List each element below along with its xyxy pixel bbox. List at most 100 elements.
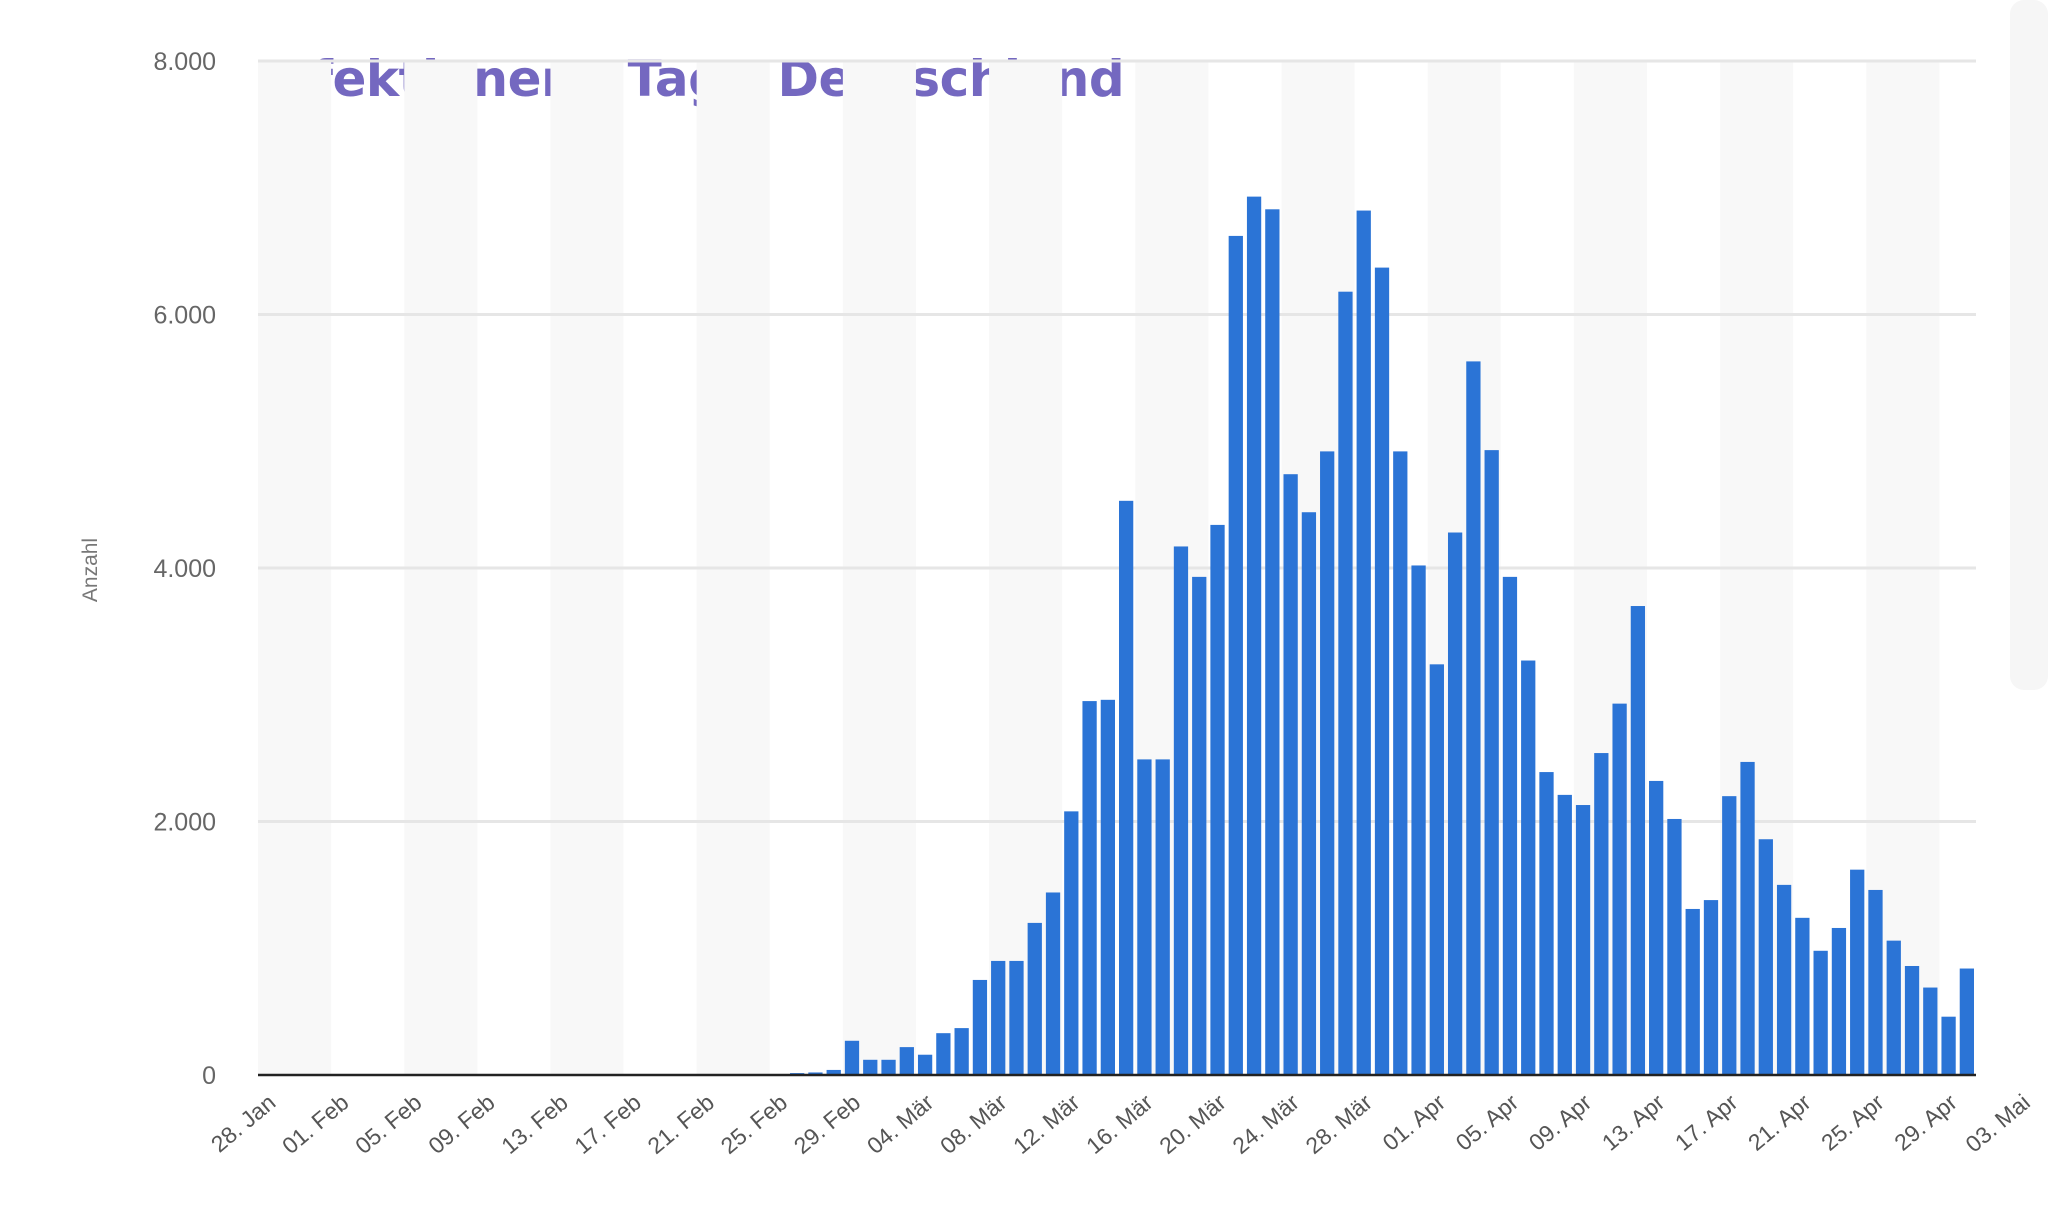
- bar: [1119, 500, 1134, 1075]
- bar: [1649, 780, 1664, 1075]
- bar: [1923, 987, 1938, 1075]
- x-tick-label: 09. Apr: [1524, 1089, 1597, 1156]
- bar: [1612, 703, 1627, 1075]
- bar: [1740, 761, 1755, 1075]
- bar: [1064, 811, 1079, 1075]
- bar: [826, 1069, 841, 1075]
- bar: [1009, 960, 1024, 1075]
- bar: [1776, 884, 1792, 1075]
- bar: [1521, 660, 1536, 1075]
- bar: [1393, 451, 1408, 1075]
- bar: [1338, 291, 1353, 1075]
- x-tick-label: 16. Mär: [1081, 1089, 1158, 1159]
- bar: [1557, 794, 1572, 1075]
- bar: [1082, 701, 1097, 1075]
- x-tick-label: 21. Feb: [643, 1089, 719, 1159]
- bar: [1173, 546, 1189, 1075]
- bar: [1027, 922, 1042, 1075]
- bar: [1667, 818, 1682, 1075]
- y-tick-label: 2.000: [153, 809, 216, 837]
- x-tick-label: 13. Apr: [1597, 1089, 1670, 1156]
- y-axis-ticks: 0 2.000 4.000 6.000 8.000: [153, 48, 216, 1090]
- bar: [991, 960, 1006, 1075]
- bar: [899, 1047, 914, 1075]
- x-tick-label: 29. Feb: [789, 1089, 865, 1159]
- x-tick-label: 09. Feb: [423, 1089, 499, 1159]
- x-tick-label: 13. Feb: [496, 1089, 572, 1159]
- x-tick-label: 24. Mär: [1227, 1089, 1304, 1159]
- x-tick-label: 05. Feb: [350, 1089, 426, 1159]
- bar: [1320, 451, 1335, 1075]
- bar: [1795, 917, 1810, 1075]
- side-panel-edge: [2010, 0, 2048, 690]
- x-tick-label: 25. Apr: [1816, 1089, 1889, 1156]
- bar: [1722, 796, 1737, 1075]
- bar: [954, 1028, 969, 1075]
- x-tick-label: 28. Jan: [206, 1089, 281, 1157]
- bar: [972, 979, 988, 1075]
- x-tick-label: 08. Mär: [935, 1089, 1012, 1159]
- bar: [1301, 512, 1317, 1075]
- x-tick-label: 29. Apr: [1889, 1089, 1962, 1156]
- x-tick-label: 01. Feb: [277, 1089, 353, 1159]
- bar: [1155, 759, 1170, 1075]
- bar: [1045, 892, 1061, 1075]
- bar: [1758, 839, 1773, 1075]
- bar: [844, 1040, 860, 1075]
- bar: [1685, 908, 1700, 1075]
- x-tick-label: 12. Mär: [1008, 1089, 1085, 1159]
- y-tick-label: 6.000: [153, 302, 216, 330]
- x-tick-label: 05. Apr: [1451, 1089, 1524, 1156]
- bar: [1265, 209, 1280, 1076]
- bar: [863, 1059, 878, 1075]
- x-tick-label: 21. Apr: [1743, 1089, 1816, 1156]
- bar: [1868, 889, 1883, 1075]
- bar: [1447, 532, 1463, 1075]
- bar: [1246, 196, 1262, 1075]
- y-tick-label: 0: [202, 1062, 216, 1090]
- bar: [1283, 474, 1298, 1076]
- bar: [917, 1054, 933, 1075]
- bar: [1100, 699, 1115, 1075]
- bar: [1411, 565, 1426, 1075]
- bar: [1539, 772, 1554, 1075]
- bar: [1484, 450, 1499, 1075]
- bar: [808, 1072, 823, 1075]
- x-tick-label: 17. Feb: [569, 1089, 645, 1159]
- bar: [1886, 940, 1901, 1075]
- bar: [1374, 267, 1390, 1075]
- bar: [881, 1059, 896, 1075]
- x-tick-label: 28. Mär: [1300, 1089, 1377, 1159]
- x-tick-label: 17. Apr: [1670, 1089, 1743, 1156]
- bar: [1356, 210, 1371, 1075]
- y-axis-label: Anzahl: [79, 538, 102, 602]
- bar: [1210, 524, 1225, 1075]
- x-tick-label: 25. Feb: [716, 1089, 792, 1159]
- bar: [1575, 805, 1591, 1075]
- bar: [1192, 576, 1207, 1075]
- x-tick-label: 20. Mär: [1154, 1089, 1231, 1159]
- bar: [1466, 361, 1481, 1076]
- gridlines: [258, 59, 1976, 823]
- y-tick-label: 8.000: [153, 48, 216, 76]
- bar: [1904, 965, 1920, 1075]
- x-tick-label: 04. Mär: [862, 1089, 939, 1159]
- bar: [1137, 759, 1152, 1075]
- bar: [1959, 968, 1974, 1075]
- bar: [1594, 753, 1609, 1075]
- bar: [1703, 900, 1719, 1075]
- bar: [936, 1033, 951, 1075]
- bar: [1850, 869, 1865, 1075]
- bar: [1813, 950, 1828, 1075]
- x-tick-label: 01. Apr: [1378, 1089, 1451, 1156]
- bar: [1630, 606, 1646, 1075]
- bar: [1429, 664, 1444, 1075]
- bars: [771, 196, 1974, 1076]
- bar: [1228, 235, 1243, 1076]
- x-tick-label: 03. Mai: [1960, 1089, 2035, 1157]
- bar: [1831, 927, 1847, 1075]
- bar: [1941, 1016, 1956, 1075]
- y-tick-label: 4.000: [153, 555, 216, 583]
